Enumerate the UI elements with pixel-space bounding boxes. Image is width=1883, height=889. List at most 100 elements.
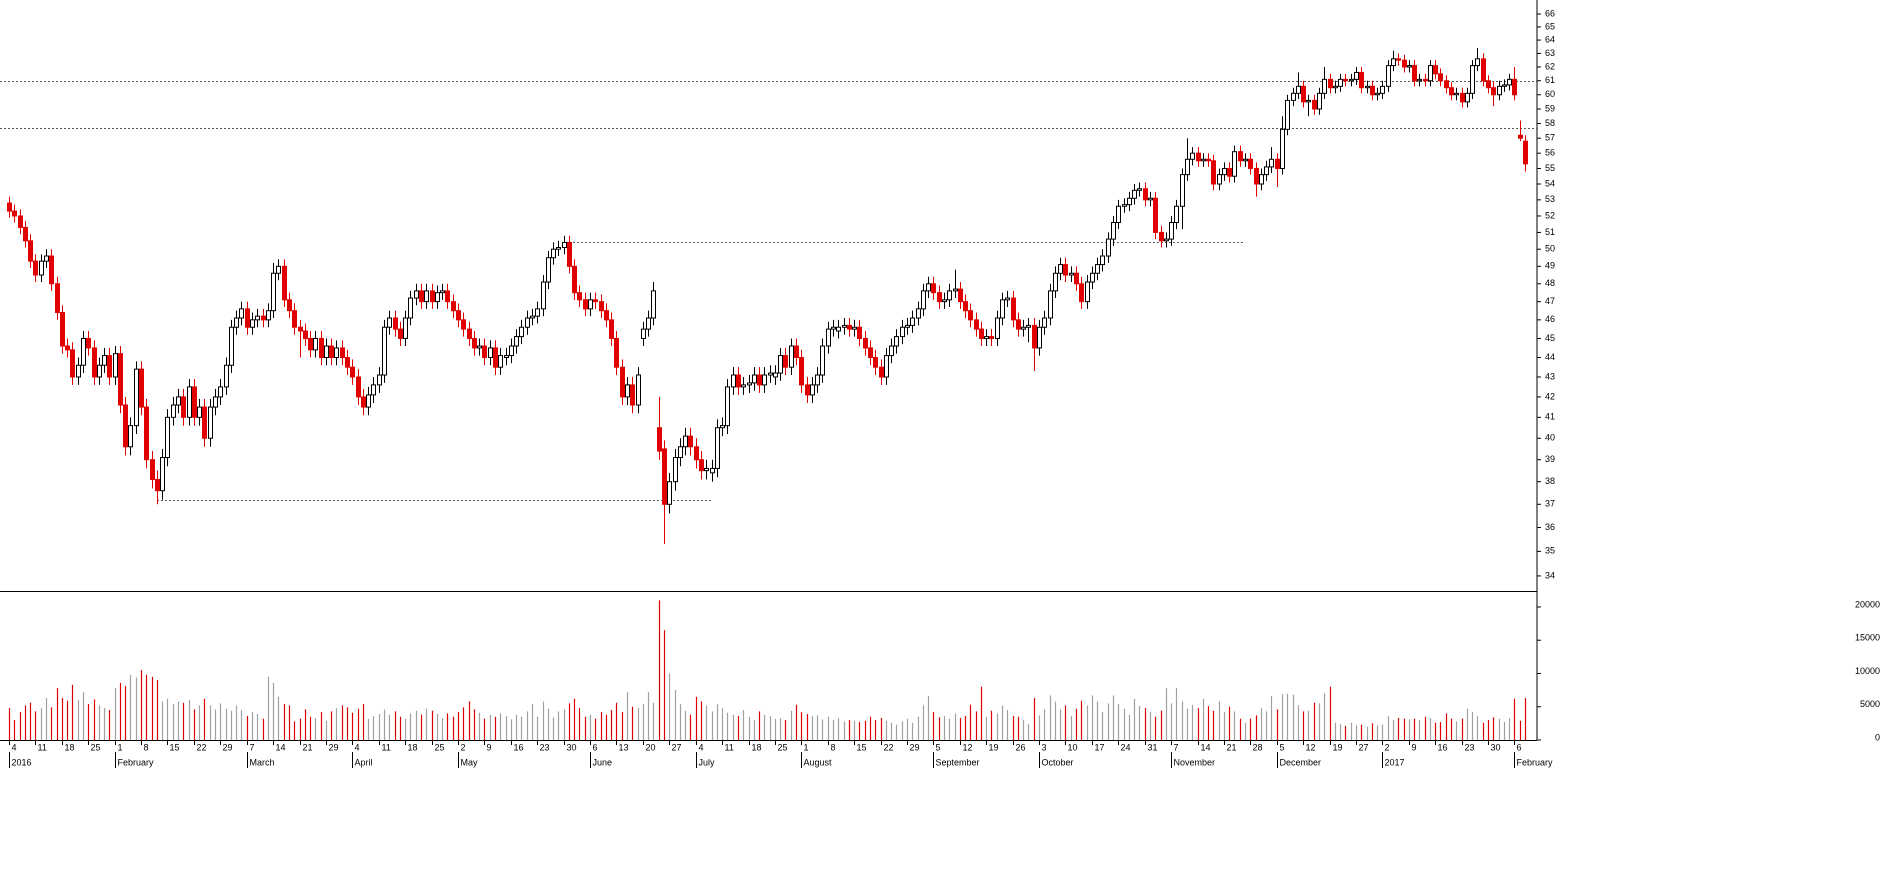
candle-body <box>1285 99 1290 130</box>
candle-body <box>931 283 936 294</box>
candle-body <box>641 328 646 339</box>
candle-body <box>477 345 482 349</box>
y-tick-label: 58 <box>1545 118 1555 128</box>
candle-body <box>519 326 524 338</box>
candle-body <box>1386 65 1391 87</box>
candle-body <box>303 330 308 339</box>
candle-body <box>926 283 931 292</box>
month-label: June <box>593 757 613 767</box>
candle-body <box>646 317 651 330</box>
candle-body <box>1011 297 1016 321</box>
candle-body <box>287 299 292 312</box>
candle-body <box>1254 167 1259 185</box>
candle-body <box>440 290 445 294</box>
y-tick-label: 66 <box>1545 8 1555 18</box>
candle-body <box>884 355 889 378</box>
candle-body <box>1079 283 1084 303</box>
month-label: February <box>118 757 155 767</box>
candle-body <box>1322 78 1327 94</box>
candle-body <box>900 326 905 338</box>
month-label: 2016 <box>12 757 32 767</box>
candle-body <box>820 345 825 376</box>
candle-body <box>1032 324 1037 349</box>
candle-body <box>551 248 556 259</box>
candle-body <box>1222 167 1227 176</box>
x-tick-label: 7 <box>250 742 255 752</box>
candle-body <box>1396 58 1401 61</box>
candle-body <box>467 328 472 339</box>
candle-body <box>789 345 794 368</box>
x-tick-label: 22 <box>884 742 894 752</box>
candle-body <box>567 241 572 267</box>
candle-body <box>1328 78 1333 89</box>
candle-body <box>1349 78 1354 82</box>
candle-body <box>1227 167 1232 177</box>
candle-body <box>710 467 715 474</box>
candle-body <box>1058 264 1063 274</box>
candle-body <box>308 337 313 351</box>
candle-body <box>261 315 266 321</box>
candle-body <box>424 290 429 303</box>
candle-body <box>1169 222 1174 240</box>
x-tick-label: 30 <box>1491 742 1501 752</box>
candle-body <box>1317 92 1322 110</box>
x-tick-label: 29 <box>329 742 339 752</box>
candle-body <box>847 324 852 330</box>
candle-body <box>1201 158 1206 162</box>
candle-body <box>599 301 604 312</box>
candle-body <box>1428 65 1433 82</box>
candle-body <box>498 355 503 368</box>
x-tick-label: 12 <box>1306 742 1316 752</box>
candle-body <box>430 290 435 303</box>
candle-body <box>1042 317 1047 328</box>
candle-body <box>414 290 419 299</box>
candle-body <box>298 326 303 332</box>
candle-body <box>773 372 778 378</box>
candle-body <box>239 308 244 319</box>
x-tick-label: 27 <box>672 742 682 752</box>
candle-body <box>113 353 118 378</box>
candle-body <box>1095 264 1100 274</box>
candle-body <box>1502 84 1507 87</box>
candle-body <box>171 404 176 418</box>
candle-body <box>334 347 339 359</box>
candle-body <box>488 347 493 359</box>
candle-body <box>541 281 546 310</box>
candle-body <box>81 337 86 366</box>
candle-body <box>604 310 609 321</box>
candle-body <box>107 355 112 378</box>
x-tick-label: 7 <box>1174 742 1179 752</box>
candle-body <box>620 366 625 398</box>
x-tick-label: 15 <box>857 742 867 752</box>
candle-body <box>271 272 276 312</box>
x-tick-label: 14 <box>276 742 286 752</box>
candle-body <box>366 394 371 408</box>
candle-body <box>1486 80 1491 89</box>
candle-body <box>165 416 170 459</box>
candle-body <box>979 328 984 339</box>
x-tick-label: 23 <box>1465 742 1475 752</box>
candle-body <box>361 396 366 408</box>
candle-body <box>1354 71 1359 80</box>
candle-body <box>39 260 44 276</box>
candle-body <box>741 384 746 388</box>
candle-body <box>1444 80 1449 89</box>
candle-body <box>1507 78 1512 86</box>
candle-body <box>292 310 297 328</box>
x-tick-label: 8 <box>144 742 149 752</box>
candle-body <box>942 299 947 303</box>
candle-body <box>556 247 561 250</box>
y-tick-label: 44 <box>1545 352 1555 362</box>
candle-body <box>329 345 334 359</box>
candle-body <box>535 308 540 317</box>
y-tick-label: 65 <box>1545 21 1555 31</box>
x-tick-label: 20 <box>646 742 656 752</box>
volume-tick-label: 10000 <box>1855 666 1880 676</box>
candle-body <box>630 384 635 406</box>
candle-body <box>451 301 456 312</box>
volume-tick-label: 20000 <box>1855 599 1880 609</box>
candle-body <box>1512 78 1517 96</box>
y-tick-label: 61 <box>1545 75 1555 85</box>
